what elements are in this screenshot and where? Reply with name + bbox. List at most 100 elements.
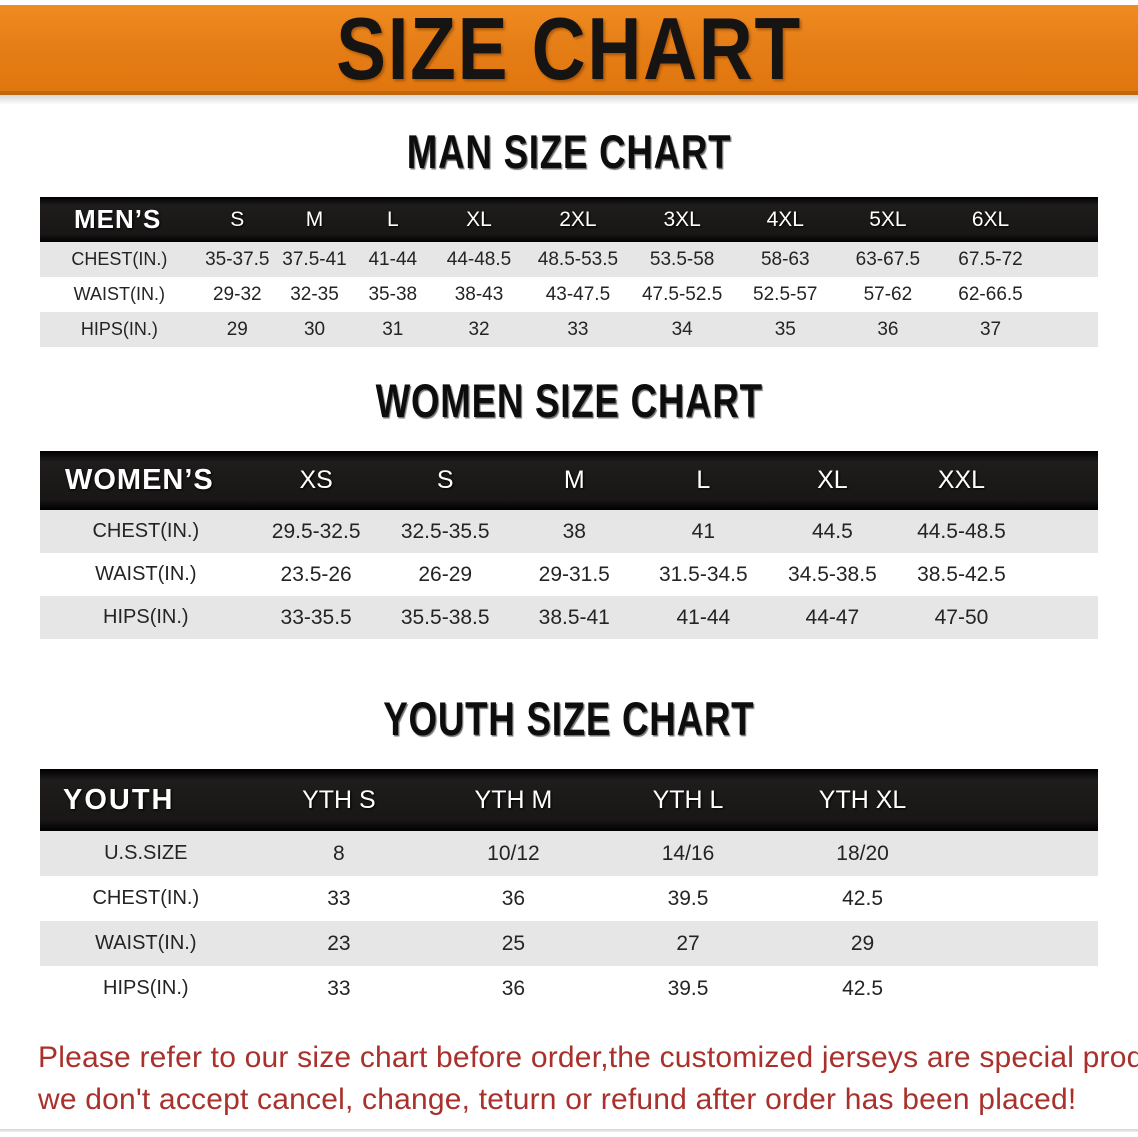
column-header: S [198,197,276,242]
column-header: 6XL [939,197,1042,242]
size-value: 39.5 [667,886,709,910]
size-value: 38.5-42.5 [917,562,1006,586]
size-value: 35.5-38.5 [400,605,490,629]
size-value: 57-62 [863,283,913,305]
row-label: CHEST(IN.) [92,520,200,542]
youth-size-table: YOUTH YTH S YTH M YTH L YTH XL U.S.SIZE … [40,769,1098,1011]
youth-size-table-wrapper: YOUTH YTH S YTH M YTH L YTH XL U.S.SIZE … [40,769,1098,1011]
table-row: U.S.SIZE 8 10/12 14/16 18/20 [40,831,1098,876]
column-header: YTH M [426,769,601,831]
size-value: 38-43 [454,283,504,305]
filler-cell [1026,510,1098,553]
size-value: 47-50 [934,605,989,629]
column-header: YTH L [600,769,776,831]
size-value: 47.5-52.5 [641,283,723,305]
size-value: 48.5-53.5 [537,248,619,270]
men-section-heading-text: MAN SIZE CHART [406,125,732,178]
size-value: 44-47 [805,605,860,629]
size-value: 42.5 [842,886,883,910]
size-value: 31.5-34.5 [658,562,748,586]
women-table-title: WOMEN’S [40,451,252,510]
size-value: 35-38 [368,283,418,305]
men-header-row: MEN’S S M L XL 2XL 3XL 4XL 5XL 6XL [40,197,1098,242]
column-header: YTH XL [775,769,950,831]
size-value: 44-48.5 [446,248,512,270]
size-value: 44.5 [811,519,853,543]
size-value: 67.5-72 [958,248,1023,270]
banner-title: SIZE CHART [336,5,802,95]
table-row: CHEST(IN.) 33 36 39.5 42.5 [40,876,1098,921]
size-value: 27 [676,931,700,955]
filler-cell [1026,553,1098,596]
youth-table-title: YOUTH [40,769,252,831]
size-value: 36 [501,976,526,1000]
size-value: 29 [226,318,248,340]
size-value: 32 [468,318,490,340]
men-table-title: MEN’S [40,197,199,242]
table-row: WAIST(IN.) 29-32 32-35 35-38 38-43 43-47… [40,277,1098,312]
size-chart-page: { "banner": { "title": "SIZE CHART" }, "… [0,5,1138,1137]
size-value: 63-67.5 [855,248,921,270]
men-size-table: MEN’S S M L XL 2XL 3XL 4XL 5XL 6XL CHEST… [40,197,1098,347]
size-value: 25 [501,931,526,955]
size-value: 29 [850,931,875,955]
row-label: WAIST(IN.) [73,284,165,304]
column-header: XXL [896,451,1026,510]
row-label: CHEST(IN.) [71,249,168,269]
size-value: 52.5-57 [753,283,818,305]
women-size-table-wrapper: WOMEN’S XS S M L XL XXL CHEST(IN.) 29.5-… [40,451,1098,639]
size-value: 53.5-58 [649,248,715,270]
filler-cell [1041,197,1098,242]
youth-section-heading: YOUTH SIZE CHART [0,695,1138,743]
men-section-heading: MAN SIZE CHART [0,128,1138,176]
column-header: YTH S [251,769,427,831]
filler-cell [1042,242,1098,277]
size-value: 29-32 [212,283,262,305]
size-value: 41 [691,519,715,543]
filler-cell [950,966,1098,1011]
size-value: 34.5-38.5 [788,562,877,586]
table-row: WAIST(IN.) 23.5-26 26-29 29-31.5 31.5-34… [40,553,1098,596]
filler-cell [1042,312,1098,347]
order-notice: Please refer to our size chart before or… [38,1037,1138,1121]
row-label: CHEST(IN.) [92,887,200,909]
column-header: 4XL [733,197,837,242]
filler-cell [1026,596,1098,639]
women-section-heading-text: WOMEN SIZE CHART [375,374,763,427]
row-label: HIPS(IN.) [103,977,189,999]
size-value: 43-47.5 [545,283,611,305]
column-header: M [509,451,639,510]
filler-cell [950,876,1098,921]
order-notice-line2: we don't accept cancel, change, teturn o… [38,1083,1077,1116]
bottom-edge-divider [0,1129,1138,1132]
column-header: 2XL [525,197,631,242]
size-value: 30 [303,318,326,340]
size-value: 38.5-41 [538,605,610,629]
size-value: 33 [327,886,351,910]
size-value: 37 [979,318,1002,340]
table-row: HIPS(IN.) 29 30 31 32 33 34 35 36 37 [40,312,1098,347]
table-row: WAIST(IN.) 23 25 27 29 [40,921,1098,966]
women-section-heading: WOMEN SIZE CHART [0,377,1138,425]
women-header-row: WOMEN’S XS S M L XL XXL [40,451,1098,510]
table-row: HIPS(IN.) 33-35.5 35.5-38.5 38.5-41 41-4… [40,596,1098,639]
row-label: WAIST(IN.) [95,563,197,585]
youth-section-heading-text: YOUTH SIZE CHART [383,692,755,745]
row-label: HIPS(IN.) [103,606,189,628]
size-value: 36 [877,318,899,340]
size-value: 34 [671,318,693,340]
men-size-table-wrapper: MEN’S S M L XL 2XL 3XL 4XL 5XL 6XL CHEST… [40,197,1098,347]
column-header: L [638,451,768,510]
size-value: 33 [567,318,589,340]
column-header: L [353,197,433,242]
size-value: 33-35.5 [280,605,352,629]
table-row: CHEST(IN.) 29.5-32.5 32.5-35.5 38 41 44.… [40,510,1098,553]
size-value: 62-66.5 [958,283,1023,305]
size-value: 32.5-35.5 [400,519,490,543]
size-value: 23 [327,931,351,955]
youth-header-row: YOUTH YTH S YTH M YTH L YTH XL [40,769,1098,831]
size-value: 32-35 [290,283,339,305]
row-label: WAIST(IN.) [95,932,197,954]
size-value: 31 [382,318,404,340]
size-value: 42.5 [842,976,883,1000]
